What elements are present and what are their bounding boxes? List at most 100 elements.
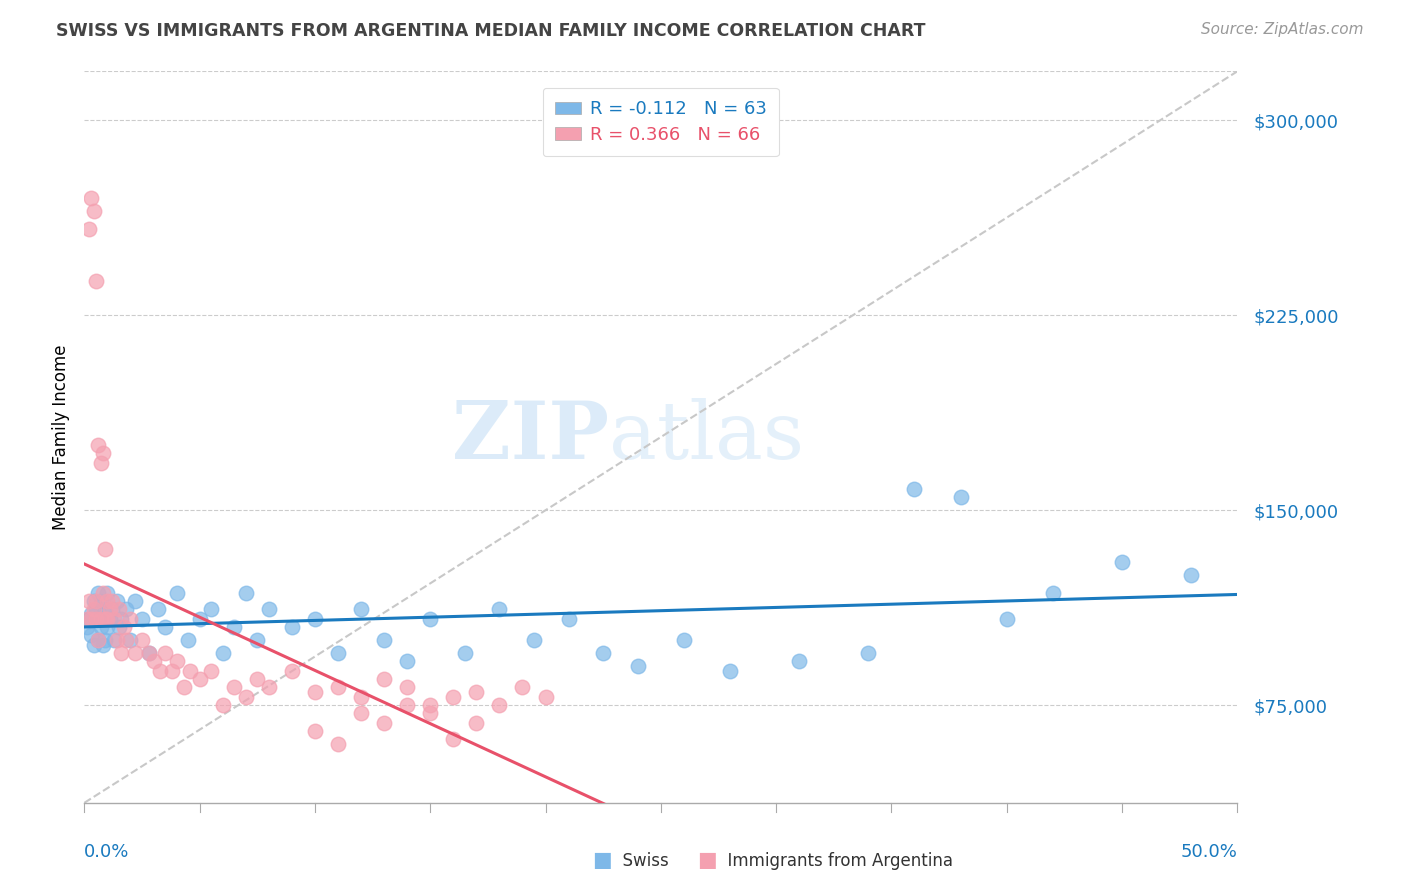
- Point: [350, 602, 373, 616]
- Text: SWISS VS IMMIGRANTS FROM ARGENTINA MEDIAN FAMILY INCOME CORRELATION CHART: SWISS VS IMMIGRANTS FROM ARGENTINA MEDIA…: [56, 22, 925, 40]
- Point: [179, 665, 201, 679]
- Point: [1042, 586, 1064, 600]
- Point: [858, 646, 880, 660]
- Point: [326, 680, 349, 694]
- Point: [995, 612, 1018, 626]
- Point: [108, 602, 131, 616]
- Point: [419, 706, 441, 720]
- Point: [91, 586, 114, 600]
- Point: [76, 612, 98, 626]
- Point: [373, 633, 395, 648]
- Point: [103, 612, 125, 626]
- Point: [454, 646, 477, 660]
- Point: [200, 602, 222, 616]
- Point: [101, 594, 124, 608]
- Point: [224, 680, 246, 694]
- Point: [1180, 568, 1202, 582]
- Point: [98, 602, 121, 616]
- Point: [246, 633, 269, 648]
- Point: [304, 612, 326, 626]
- Point: [105, 633, 128, 648]
- Point: [91, 612, 114, 626]
- Point: [787, 654, 810, 668]
- Point: [87, 586, 110, 600]
- Point: [80, 628, 103, 642]
- Point: [96, 594, 118, 608]
- Point: [153, 620, 176, 634]
- Text: Immigrants from Argentina: Immigrants from Argentina: [717, 852, 953, 870]
- Point: [326, 737, 349, 751]
- Point: [441, 690, 464, 705]
- Point: [94, 633, 117, 648]
- Text: 50.0%: 50.0%: [1181, 843, 1237, 861]
- Point: [153, 646, 176, 660]
- Point: [84, 274, 107, 288]
- Point: [80, 612, 103, 626]
- Point: [188, 673, 211, 687]
- Point: [373, 716, 395, 731]
- Point: [96, 612, 118, 626]
- Point: [87, 438, 110, 452]
- Point: [396, 654, 419, 668]
- Point: [84, 594, 107, 608]
- Text: atlas: atlas: [609, 398, 804, 476]
- Text: Source: ZipAtlas.com: Source: ZipAtlas.com: [1201, 22, 1364, 37]
- Point: [246, 673, 269, 687]
- Point: [160, 665, 183, 679]
- Point: [672, 633, 695, 648]
- Point: [76, 620, 98, 634]
- Text: Swiss: Swiss: [612, 852, 668, 870]
- Point: [131, 612, 153, 626]
- Point: [396, 698, 419, 713]
- Point: [83, 204, 105, 219]
- Point: [124, 646, 146, 660]
- Point: [108, 620, 131, 634]
- Point: [718, 665, 741, 679]
- Point: [224, 620, 246, 634]
- Point: [373, 673, 395, 687]
- Point: [304, 685, 326, 699]
- Point: [304, 724, 326, 739]
- Point: [138, 646, 160, 660]
- Point: [592, 646, 614, 660]
- Point: [77, 222, 100, 236]
- Point: [188, 612, 211, 626]
- Point: [177, 633, 200, 648]
- Point: [903, 483, 925, 497]
- Point: [211, 698, 233, 713]
- Point: [326, 646, 349, 660]
- Point: [465, 716, 488, 731]
- Point: [112, 620, 135, 634]
- Point: [350, 690, 373, 705]
- Point: [488, 698, 510, 713]
- Point: [87, 633, 110, 648]
- Point: [80, 607, 103, 622]
- Point: [557, 612, 579, 626]
- Point: [80, 191, 103, 205]
- Text: 0.0%: 0.0%: [84, 843, 129, 861]
- Point: [211, 646, 233, 660]
- Point: [105, 594, 128, 608]
- Point: [512, 680, 534, 694]
- Point: [89, 594, 111, 608]
- Point: [115, 633, 138, 648]
- Point: [84, 612, 107, 626]
- Point: [488, 602, 510, 616]
- Y-axis label: Median Family Income: Median Family Income: [52, 344, 70, 530]
- Point: [235, 586, 257, 600]
- Point: [200, 665, 222, 679]
- Point: [131, 633, 153, 648]
- Point: [419, 612, 441, 626]
- Point: [96, 586, 118, 600]
- Point: [87, 633, 110, 648]
- Point: [115, 602, 138, 616]
- Point: [257, 602, 280, 616]
- Point: [146, 602, 169, 616]
- Point: [103, 633, 125, 648]
- Point: [91, 446, 114, 460]
- Point: [98, 612, 121, 626]
- Point: [142, 654, 165, 668]
- Point: [94, 542, 117, 557]
- Point: [101, 602, 124, 616]
- Point: [419, 698, 441, 713]
